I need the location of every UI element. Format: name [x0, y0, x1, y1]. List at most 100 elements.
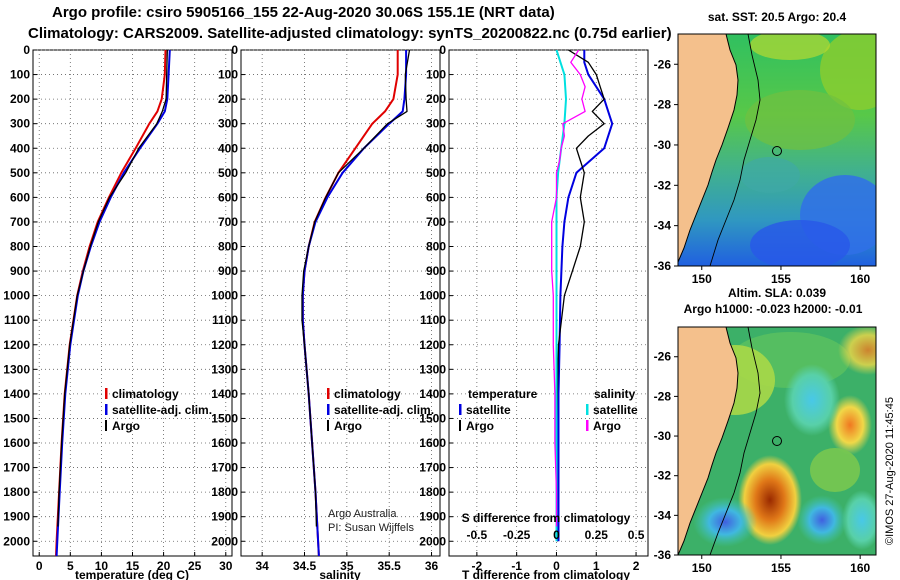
sst-map: sat. SST: 20.5 Argo: 20.4 150 155 160 -26 -2… [654, 10, 877, 286]
series-line-salinity-satellite [555, 50, 567, 542]
temperature-legend: climatology satellite-adj. clim. Argo [105, 387, 212, 433]
credit-line-2: PI: Susan Wijffels [328, 522, 414, 534]
x-tick-label: 35.5 [378, 559, 402, 573]
depth-tick-label: 100 [218, 68, 238, 82]
x-tick-label: 2 [633, 559, 640, 573]
depth-tick-label: 1100 [420, 313, 446, 327]
depth-tick-label: 300 [218, 117, 238, 131]
series-line-argo [57, 50, 168, 527]
lat-tick-label: -36 [654, 259, 672, 273]
x2-tick-label: -0.25 [503, 528, 531, 542]
sla-isobath [709, 327, 761, 555]
depth-tick-label: 400 [218, 141, 238, 155]
sla-low-anomaly [693, 497, 757, 547]
lat-tick-label: -34 [654, 508, 672, 522]
depth-tick-label: 800 [426, 240, 446, 254]
lat-tick-label: -26 [654, 57, 672, 71]
legend-label-climatology: climatology [334, 387, 401, 401]
legend-swatch-satellite [105, 404, 108, 415]
difference-xlabel: T difference from climatology [462, 568, 630, 580]
x-tick-label: 10 [95, 559, 109, 573]
depth-tick-label: 500 [426, 166, 446, 180]
sst-warm-patch [820, 34, 876, 110]
series-line-salinity-argo [551, 50, 586, 527]
depth-tick-label: 1900 [211, 510, 238, 524]
depth-tick-label: 1000 [3, 289, 30, 303]
legend-swatch-satellite [327, 404, 330, 415]
depth-tick-label: 900 [10, 264, 30, 278]
sla-patch [810, 448, 860, 492]
depth-tick-label: 400 [426, 141, 446, 155]
depth-tick-label: 100 [426, 68, 446, 82]
depth-tick-label: 1600 [419, 436, 446, 450]
depth-tick-label: 500 [10, 166, 30, 180]
sla-land [678, 327, 738, 555]
depth-tick-label: 900 [218, 264, 238, 278]
salinity-legend: climatology satellite-adj. clim. Argo [327, 387, 434, 433]
sla-argo-marker [772, 436, 782, 446]
salinity-panel: 0 100 200 300 400 500 600 700 800 900 1000 1100 1200… [211, 43, 441, 580]
lat-tick-label: -32 [654, 469, 672, 483]
sst-warm-patch [750, 34, 830, 60]
depth-tick-label: 1500 [3, 411, 30, 425]
difference-panel: 0100200300400500600700800900100011001200… [419, 43, 649, 580]
depth-tick-label: 1800 [211, 485, 238, 499]
depth-tick-label: 600 [426, 190, 446, 204]
legend-label-satellite: satellite-adj. clim. [112, 403, 212, 417]
lon-tick-label: 155 [771, 272, 791, 286]
sst-map-frame [677, 33, 877, 267]
depth-tick-label: 1700 [3, 461, 30, 475]
depth-tick-label: 1000 [419, 289, 446, 303]
legend-swatch-argo [327, 420, 329, 431]
x-tick-label: -1 [511, 559, 522, 573]
depth-tick-label: 200 [10, 92, 30, 106]
x-tick-label: 0 [36, 559, 43, 573]
depth-tick-label: 1900 [419, 510, 446, 524]
x2-tick-label: -0.5 [467, 528, 488, 542]
credit-line-1: Argo Australia [328, 508, 397, 520]
depth-tick-label: 1800 [419, 485, 446, 499]
difference-legend: temperature salinity satellite Argo sate… [459, 387, 638, 433]
series-line-argo [301, 50, 411, 527]
difference-x2label: S difference from climatology [462, 511, 631, 525]
legend-swatch-temp-satellite [459, 404, 462, 415]
legend-swatch-climatology [327, 388, 330, 399]
difference-plot-frame [448, 49, 649, 557]
sst-warm-patch [745, 90, 855, 150]
x-tick-label: 5 [67, 559, 74, 573]
sla-map-title: Altim. SLA: 0.039 [728, 286, 826, 300]
depth-tick-label: 800 [10, 240, 30, 254]
x-tick-label: 36 [425, 559, 439, 573]
lat-tick-label: -30 [654, 429, 672, 443]
lat-tick-label: -34 [654, 219, 672, 233]
depth-tick-label: 1200 [211, 338, 238, 352]
legend-label-argo: Argo [334, 419, 362, 433]
sst-isobath [709, 34, 761, 266]
salinity-plot-frame [240, 49, 441, 557]
sst-map-title: sat. SST: 20.5 Argo: 20.4 [708, 10, 847, 24]
legend-swatch-sal-satellite [586, 404, 589, 415]
sla-map: Altim. SLA: 0.039 Argo h1000: -0.023 h20… [654, 286, 877, 575]
x-tick-label: 30 [219, 559, 233, 573]
depth-tick-label: 300 [426, 117, 446, 131]
series-line-temperature-satellite [557, 50, 614, 542]
x-tick-label: 0 [553, 559, 560, 573]
depth-tick-label: 1500 [419, 411, 446, 425]
legend-swatch-climatology [105, 388, 108, 399]
depth-tick-label: 0 [23, 43, 30, 57]
lon-tick-label: 160 [850, 561, 870, 575]
depth-tick-label: 1600 [211, 436, 238, 450]
depth-tick-label: 1200 [419, 338, 446, 352]
figure-title-line2: Climatology: CARS2009. Satellite-adjuste… [28, 25, 672, 42]
x-tick-label: 1 [593, 559, 600, 573]
figure-title-line1: Argo profile: csiro 5905166_155 22-Aug-2… [52, 4, 555, 21]
depth-tick-label: 1500 [211, 411, 238, 425]
x-tick-label: 15 [126, 559, 140, 573]
x2-tick-label: 0 [553, 528, 560, 542]
depth-tick-label: 600 [218, 190, 238, 204]
sla-map-subtitle: Argo h1000: -0.023 h2000: -0.01 [684, 302, 863, 316]
depth-tick-label: 1300 [3, 362, 30, 376]
depth-tick-label: 200 [426, 92, 446, 106]
depth-tick-label: 1600 [3, 436, 30, 450]
